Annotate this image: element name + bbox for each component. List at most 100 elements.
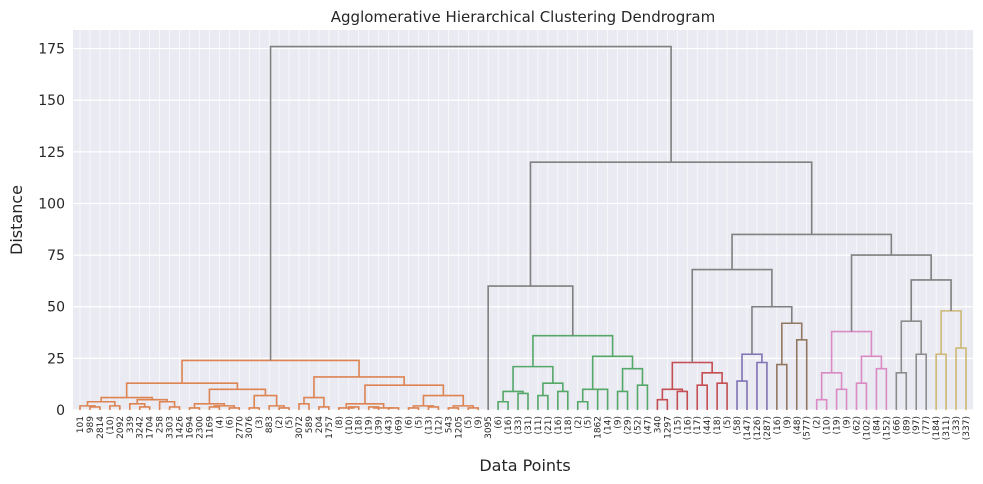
y-tick-label: 125 [38, 145, 65, 161]
y-tick-label: 50 [47, 300, 65, 316]
leaf-label: (10) [345, 416, 355, 434]
leaf-label: (44) [703, 416, 713, 434]
leaf-label: (77) [922, 416, 932, 434]
dendrogram-link [313, 376, 405, 398]
dendrogram-link [467, 407, 480, 410]
leaf-label: 3303 [166, 416, 176, 439]
leaf-label: (311) [942, 416, 952, 440]
dendrogram-link [387, 407, 400, 410]
leaf-label: (16) [683, 416, 693, 434]
plot-background [73, 30, 973, 410]
leaf-label: 101 [76, 416, 86, 433]
leaf-label: 3095 [484, 416, 494, 439]
leaf-label: (6) [405, 416, 415, 429]
chart-title: Agglomerative Hierarchical Clustering De… [331, 8, 715, 26]
dendrogram-link [850, 254, 932, 332]
y-tick-label: 75 [47, 248, 65, 264]
y-tick-label: 175 [38, 42, 65, 58]
dendrogram-link [452, 405, 475, 408]
leaf-label: (13) [424, 416, 434, 434]
dendrogram-link [781, 322, 803, 365]
dendrogram-link [875, 367, 888, 410]
leaf-label: (18) [713, 416, 723, 434]
y-tick-label: 0 [56, 403, 65, 419]
dendrogram-link [228, 407, 241, 410]
dendrogram-link [109, 405, 121, 410]
leaf-label: 2814 [96, 416, 106, 439]
leaf-label: (6) [494, 416, 504, 429]
leaf-label: 340 [653, 416, 663, 433]
leaf-label: (9) [614, 416, 624, 429]
leaf-label: 543 [444, 416, 454, 433]
leaf-label: (16) [773, 416, 783, 434]
leaf-label: (10) [823, 416, 833, 434]
leaf-label: 2092 [116, 416, 126, 439]
x-leaf-labels: 101 989 2814 (10) 2092 339 3242 1704 258 3303 1426… [76, 416, 972, 440]
leaf-label: 3072 [295, 416, 305, 439]
leaf-label: (11) [534, 416, 544, 434]
dendrogram-links [79, 45, 967, 410]
y-axis-title: Distance [7, 185, 26, 255]
leaf-label: 1297 [663, 416, 673, 439]
leaf-label: (69) [395, 416, 405, 434]
dendrogram-link [338, 406, 355, 410]
leaf-label: (337) [962, 416, 972, 440]
dendrogram-link [268, 405, 285, 410]
leaf-label: 204 [315, 416, 325, 433]
leaf-label: (2) [813, 416, 823, 429]
leaf-label: (43) [385, 416, 395, 434]
dendrogram-link [830, 330, 873, 373]
leaf-label: 883 [265, 416, 275, 433]
x-axis-title: Data Points [479, 456, 570, 475]
leaf-label: (97) [912, 416, 922, 434]
leaf-label: (4) [215, 416, 225, 429]
dendrogram-link [529, 161, 813, 287]
dendrogram-link [835, 388, 848, 410]
leaf-label: 339 [126, 416, 136, 433]
leaf-label: (15) [673, 416, 683, 434]
leaf-label: 1205 [454, 416, 464, 439]
dendrogram-link [188, 407, 201, 410]
dendrogram-link [79, 405, 96, 410]
leaf-label: (39) [375, 416, 385, 434]
leaf-label: (19) [833, 416, 843, 434]
dendrogram-link [940, 310, 962, 355]
dendrogram-link [372, 406, 394, 409]
dendrogram-link [815, 398, 828, 410]
dendrogram-link [278, 407, 290, 410]
leaf-label: (2) [275, 416, 285, 429]
leaf-label: (66) [892, 416, 902, 434]
leaf-label: 1862 [594, 416, 604, 439]
dendrogram-link [269, 45, 672, 361]
leaf-label: (147) [743, 416, 753, 440]
leaf-label: (152) [882, 416, 892, 440]
y-tick-label: 150 [38, 93, 65, 109]
leaf-label: (58) [733, 416, 743, 434]
leaf-label: (48) [793, 416, 803, 434]
leaf-label: (21) [544, 416, 554, 434]
leaf-label: (47) [643, 416, 653, 434]
leaf-label: (102) [862, 416, 872, 440]
dendrogram-link [447, 407, 460, 410]
leaf-label: 1426 [176, 416, 186, 439]
leaf-label: (33) [514, 416, 524, 434]
leaf-label: (9) [843, 416, 853, 429]
dendrogram-link [100, 396, 153, 402]
dendrogram-link [900, 320, 923, 373]
dendrogram-link [303, 396, 325, 407]
leaf-label: (29) [624, 416, 634, 434]
leaf-label: (577) [803, 416, 813, 440]
leaf-label: (5) [584, 416, 594, 429]
dendrogram-link [248, 407, 260, 410]
leaf-label: (62) [852, 416, 862, 434]
leaf-label: 989 [86, 416, 96, 433]
dendrogram-link [736, 380, 748, 410]
leaf-label: (5) [723, 416, 733, 429]
leaf-label: (89) [902, 416, 912, 434]
leaf-label: 1694 [186, 416, 196, 439]
leaf-label: 589 [305, 416, 315, 433]
dendrogram-link [412, 405, 435, 408]
grid-lines [73, 30, 973, 411]
leaf-label: (52) [633, 416, 643, 434]
